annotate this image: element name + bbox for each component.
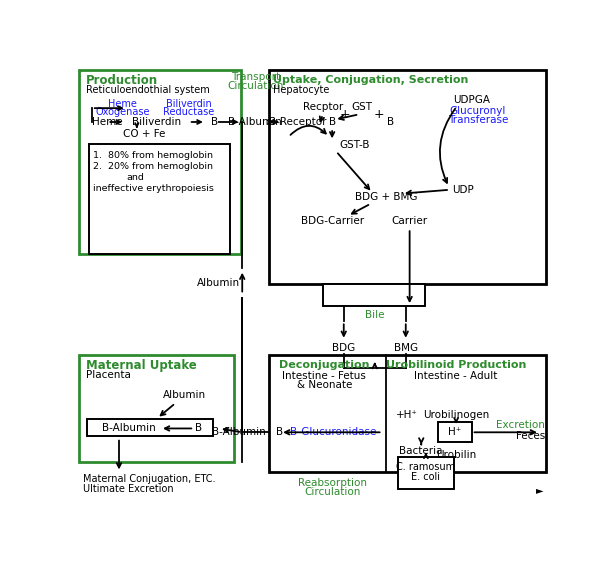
Text: GST: GST — [351, 102, 372, 112]
Text: Intestine - Fetus: Intestine - Fetus — [282, 371, 367, 381]
Text: Feces: Feces — [516, 431, 545, 441]
Text: Circulation: Circulation — [304, 488, 360, 498]
Text: Production: Production — [86, 74, 158, 87]
Text: +H⁺: +H⁺ — [397, 410, 419, 420]
Text: GST-B: GST-B — [340, 140, 370, 150]
Text: Transport: Transport — [231, 72, 280, 82]
Text: B-Receptor: B-Receptor — [268, 117, 326, 127]
Bar — [398, 457, 454, 489]
Text: Albumin: Albumin — [197, 278, 240, 288]
Text: 1.  80% from hemoglobin: 1. 80% from hemoglobin — [93, 150, 213, 159]
Text: CO + Fe: CO + Fe — [123, 129, 166, 139]
Text: Maternal Conjugation, ETC.: Maternal Conjugation, ETC. — [82, 473, 215, 484]
Text: Hepatocyte: Hepatocyte — [273, 85, 329, 95]
Text: B: B — [387, 117, 394, 127]
Text: Albumin: Albumin — [163, 390, 207, 401]
Text: Heme: Heme — [92, 117, 122, 127]
Text: B-Albumin: B-Albumin — [212, 427, 265, 438]
Bar — [269, 70, 546, 284]
Text: B-Albumin: B-Albumin — [102, 424, 156, 434]
Text: Excretion: Excretion — [496, 420, 545, 430]
Bar — [323, 284, 425, 306]
Text: Oxogenase: Oxogenase — [96, 107, 150, 117]
Text: and: and — [126, 173, 144, 182]
Text: B: B — [276, 427, 284, 438]
Bar — [269, 355, 546, 472]
Text: Heme: Heme — [108, 99, 137, 108]
Text: BDG: BDG — [332, 343, 356, 353]
Bar — [89, 144, 230, 254]
Text: Intestine - Adult: Intestine - Adult — [414, 371, 498, 381]
Text: Recptor: Recptor — [302, 102, 343, 112]
Text: BMG: BMG — [393, 343, 418, 353]
Text: E. coli: E. coli — [411, 472, 441, 482]
Text: ineffective erythropoiesis: ineffective erythropoiesis — [93, 183, 214, 193]
Text: H⁺: H⁺ — [448, 426, 461, 436]
Bar — [438, 421, 472, 442]
Text: ►: ► — [536, 485, 544, 495]
Text: B: B — [211, 117, 218, 127]
Text: Biliverdin: Biliverdin — [166, 99, 211, 108]
Text: UDPGA: UDPGA — [453, 95, 490, 105]
Text: Urobilinogen: Urobilinogen — [423, 410, 489, 420]
Bar — [79, 70, 241, 254]
Bar — [87, 419, 213, 436]
Text: Bacteria: Bacteria — [400, 446, 443, 456]
Text: Reabsorption: Reabsorption — [298, 478, 367, 488]
Text: Glucuronyl: Glucuronyl — [450, 106, 506, 116]
Text: Deconjugation: Deconjugation — [279, 360, 370, 370]
Text: Carrier: Carrier — [392, 215, 428, 226]
Text: Transferase: Transferase — [448, 116, 508, 126]
Bar — [79, 355, 235, 462]
Text: Maternal Uptake: Maternal Uptake — [86, 359, 196, 372]
Text: Urobilinoid Production: Urobilinoid Production — [386, 360, 526, 370]
Text: B: B — [196, 424, 202, 434]
Text: B: B — [329, 117, 335, 127]
Text: Placenta: Placenta — [86, 370, 131, 380]
Text: BDG + BMG: BDG + BMG — [355, 192, 418, 203]
Text: C. ramosum: C. ramosum — [397, 462, 455, 472]
Text: Circulation: Circulation — [227, 81, 284, 91]
Text: Uptake, Conjugation, Secretion: Uptake, Conjugation, Secretion — [273, 75, 469, 85]
Text: B-Glucuronidase: B-Glucuronidase — [290, 427, 377, 438]
Text: & Neonate: & Neonate — [297, 380, 352, 390]
Text: BDG-Carrier: BDG-Carrier — [301, 215, 364, 226]
Text: Reductase: Reductase — [163, 107, 214, 117]
Text: B-Albumin: B-Albumin — [228, 117, 282, 127]
Text: Ultimate Excretion: Ultimate Excretion — [82, 484, 173, 494]
Text: Reticuloendothial system: Reticuloendothial system — [86, 85, 210, 95]
Text: Bile: Bile — [365, 310, 384, 320]
Text: Urobilin: Urobilin — [436, 450, 476, 461]
Text: +: + — [373, 108, 384, 121]
Text: 2.  20% from hemoglobin: 2. 20% from hemoglobin — [93, 162, 213, 171]
Text: +: + — [340, 108, 351, 121]
Text: Biliverdin: Biliverdin — [131, 117, 181, 127]
Text: UDP: UDP — [452, 185, 474, 195]
